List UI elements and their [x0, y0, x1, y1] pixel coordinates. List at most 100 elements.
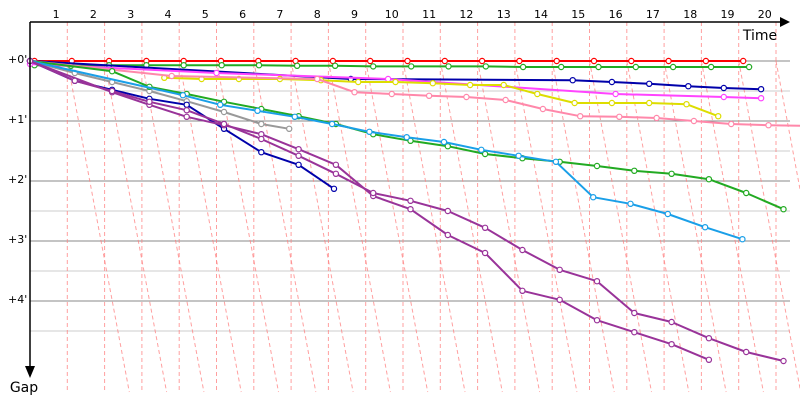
data-point — [705, 356, 713, 363]
series-line — [29, 60, 784, 211]
x-tick-label: 20 — [758, 8, 772, 21]
data-point — [370, 63, 377, 70]
x-tick-label: 3 — [127, 8, 134, 21]
data-point — [701, 223, 709, 231]
data-point — [255, 61, 263, 69]
lap-diagonal — [551, 60, 615, 393]
data-point — [444, 231, 451, 239]
data-point — [685, 82, 692, 90]
data-point — [500, 81, 507, 89]
data-point — [220, 108, 228, 116]
data-point — [668, 341, 675, 348]
x-tick-label: 4 — [165, 8, 172, 21]
data-point — [331, 62, 339, 70]
series-5 — [161, 74, 722, 120]
data-point — [258, 135, 265, 143]
lap-diagonal — [253, 60, 317, 393]
y-tick-label: +0' — [8, 53, 27, 66]
lap-diagonal — [700, 60, 764, 393]
data-point — [757, 85, 765, 93]
data-point — [683, 100, 690, 108]
x-tick-label: 19 — [721, 8, 735, 21]
data-point — [740, 57, 747, 65]
data-point — [519, 246, 526, 254]
data-point — [429, 79, 436, 87]
lap-diagonal — [477, 60, 541, 393]
data-point — [180, 61, 187, 69]
data-point — [183, 106, 190, 114]
series-3 — [26, 57, 765, 93]
x-tick-label: 9 — [351, 8, 358, 21]
data-point — [444, 207, 451, 215]
data-point — [646, 80, 653, 88]
data-point — [392, 78, 399, 86]
x-tick-label: 1 — [53, 8, 60, 21]
data-point — [715, 112, 722, 120]
data-point — [593, 317, 601, 324]
data-point — [463, 93, 470, 101]
data-point — [216, 101, 224, 109]
data-point — [220, 120, 228, 128]
data-point — [404, 57, 411, 65]
data-point — [440, 138, 448, 146]
y-tick-label: +4' — [8, 293, 27, 306]
data-point — [519, 287, 526, 294]
data-point — [577, 112, 584, 120]
x-axis-arrow — [780, 17, 790, 27]
x-tick-label: 17 — [646, 8, 660, 21]
data-point — [407, 205, 414, 213]
data-point — [705, 335, 713, 342]
data-point — [441, 57, 448, 65]
lap-diagonal — [365, 60, 429, 393]
data-point — [552, 158, 560, 165]
data-point — [478, 57, 486, 65]
lap-diagonal — [141, 60, 205, 393]
data-point — [690, 117, 698, 125]
data-point — [293, 62, 301, 70]
data-point — [702, 57, 710, 65]
series-12 — [26, 57, 787, 365]
tick-labels: 1 2 3 4 5 6 7 8 9 10 11 12 13 14 15 16 17 18 19 20+0'+1'+2'… — [8, 8, 772, 306]
data-point — [569, 76, 576, 84]
series-line — [29, 60, 800, 127]
x-tick-label: 5 — [202, 8, 209, 21]
data-point — [631, 167, 638, 174]
data-point — [254, 107, 261, 115]
x-tick-label: 15 — [571, 8, 585, 21]
y-tick-label: +3' — [8, 233, 27, 246]
data-point — [745, 63, 753, 71]
data-point — [286, 125, 293, 133]
lap-diagonal — [66, 60, 130, 393]
data-point — [593, 162, 601, 170]
data-point — [330, 185, 338, 192]
x-axis-label: Time — [742, 28, 777, 44]
x-tick-label: 13 — [497, 8, 511, 21]
series-line — [29, 60, 710, 361]
x-tick-label: 7 — [276, 8, 283, 21]
data-point — [608, 99, 616, 107]
x-tick-label: 8 — [314, 8, 321, 21]
data-point — [332, 161, 340, 168]
x-tick-label: 10 — [385, 8, 399, 21]
axes — [25, 17, 790, 378]
data-point — [669, 63, 677, 71]
series-2 — [31, 61, 753, 71]
data-point — [728, 120, 735, 128]
data-point — [590, 193, 597, 201]
data-point — [515, 152, 522, 159]
data-point — [403, 133, 410, 141]
data-point — [408, 63, 415, 70]
data-point — [631, 329, 638, 336]
data-point — [481, 249, 489, 257]
data-point — [258, 148, 265, 156]
data-point — [183, 101, 190, 109]
data-point — [183, 113, 190, 121]
x-tick-label: 16 — [609, 8, 623, 21]
data-point — [595, 63, 602, 71]
lap-diagonal — [216, 60, 279, 393]
x-tick-label: 2 — [90, 8, 97, 21]
series-line — [164, 76, 719, 118]
data-point — [743, 189, 750, 197]
data-point — [218, 61, 225, 69]
